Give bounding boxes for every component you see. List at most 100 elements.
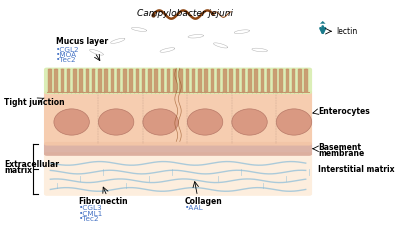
Bar — [261, 70, 264, 93]
Bar — [286, 70, 289, 93]
Bar — [167, 70, 170, 93]
Bar — [248, 70, 252, 93]
Text: Tight junction: Tight junction — [4, 98, 65, 106]
Ellipse shape — [267, 69, 270, 71]
Ellipse shape — [248, 69, 252, 71]
Ellipse shape — [286, 69, 289, 71]
Text: •Tec2: •Tec2 — [79, 215, 99, 221]
Ellipse shape — [80, 69, 83, 71]
Text: matrix: matrix — [4, 165, 32, 174]
Text: membrane: membrane — [318, 148, 364, 157]
Ellipse shape — [142, 69, 145, 71]
Bar — [223, 70, 227, 93]
Bar — [98, 70, 102, 93]
Bar — [236, 70, 239, 93]
Bar — [123, 70, 127, 93]
Text: Interstitial matrix: Interstitial matrix — [318, 165, 395, 174]
Ellipse shape — [242, 69, 245, 71]
Bar — [136, 70, 139, 93]
Text: •Tec2: •Tec2 — [56, 57, 76, 63]
Bar — [267, 70, 270, 93]
Bar — [173, 70, 177, 93]
Ellipse shape — [61, 69, 64, 71]
Text: •MOA: •MOA — [56, 52, 77, 58]
Text: Extracellular: Extracellular — [4, 159, 59, 168]
Ellipse shape — [111, 69, 114, 71]
Bar — [130, 70, 133, 93]
Ellipse shape — [211, 69, 214, 71]
Ellipse shape — [223, 69, 227, 71]
Ellipse shape — [304, 69, 308, 71]
Ellipse shape — [123, 69, 127, 71]
Bar — [186, 70, 189, 93]
Ellipse shape — [48, 69, 52, 71]
Ellipse shape — [298, 69, 302, 71]
Bar — [304, 70, 308, 93]
Bar — [142, 70, 145, 93]
Text: •CGL3: •CGL3 — [79, 204, 102, 210]
Bar — [111, 70, 114, 93]
Bar — [180, 70, 183, 93]
Polygon shape — [320, 22, 326, 25]
Text: •CGL2: •CGL2 — [56, 47, 79, 53]
Ellipse shape — [117, 69, 120, 71]
Bar — [154, 70, 158, 93]
Ellipse shape — [67, 69, 70, 71]
Ellipse shape — [254, 69, 258, 71]
Ellipse shape — [186, 69, 189, 71]
Ellipse shape — [198, 69, 202, 71]
Bar — [273, 70, 276, 93]
FancyBboxPatch shape — [44, 142, 312, 156]
Bar — [61, 70, 64, 93]
Ellipse shape — [180, 69, 183, 71]
Ellipse shape — [167, 69, 170, 71]
Bar — [192, 70, 195, 93]
Ellipse shape — [276, 109, 312, 136]
Text: Campylobacter jejuni: Campylobacter jejuni — [137, 9, 233, 18]
Bar — [280, 70, 283, 93]
Bar — [86, 70, 89, 93]
Ellipse shape — [98, 109, 134, 136]
Ellipse shape — [232, 109, 267, 136]
Ellipse shape — [192, 69, 195, 71]
Ellipse shape — [217, 69, 220, 71]
Ellipse shape — [130, 69, 133, 71]
Bar — [148, 70, 152, 93]
Text: Collagen: Collagen — [185, 196, 223, 205]
Text: •AAL: •AAL — [185, 204, 204, 210]
Bar — [67, 70, 70, 93]
Ellipse shape — [230, 69, 233, 71]
FancyBboxPatch shape — [44, 153, 312, 196]
Bar — [161, 70, 164, 93]
Ellipse shape — [54, 69, 58, 71]
Ellipse shape — [161, 69, 164, 71]
Ellipse shape — [236, 69, 239, 71]
Bar — [242, 70, 245, 93]
Text: Basement: Basement — [318, 142, 361, 151]
Text: Mucus layer: Mucus layer — [56, 37, 108, 46]
Text: Enterocytes: Enterocytes — [318, 107, 370, 116]
Bar — [254, 70, 258, 93]
Ellipse shape — [86, 69, 89, 71]
Bar — [48, 70, 52, 93]
Text: lectin: lectin — [336, 27, 357, 36]
Bar — [80, 70, 83, 93]
Bar — [204, 70, 208, 93]
Bar — [298, 70, 302, 93]
Bar — [198, 70, 202, 93]
Ellipse shape — [143, 109, 178, 136]
Ellipse shape — [92, 69, 95, 71]
Bar — [54, 70, 58, 93]
Bar — [104, 70, 108, 93]
Ellipse shape — [148, 69, 152, 71]
Bar — [230, 70, 233, 93]
Bar — [292, 70, 295, 93]
Ellipse shape — [273, 69, 276, 71]
FancyBboxPatch shape — [44, 68, 312, 95]
Ellipse shape — [173, 69, 177, 71]
Text: Fibronectin: Fibronectin — [79, 196, 128, 205]
Bar — [73, 70, 77, 93]
Bar — [217, 70, 220, 93]
Bar — [211, 70, 214, 93]
Ellipse shape — [261, 69, 264, 71]
